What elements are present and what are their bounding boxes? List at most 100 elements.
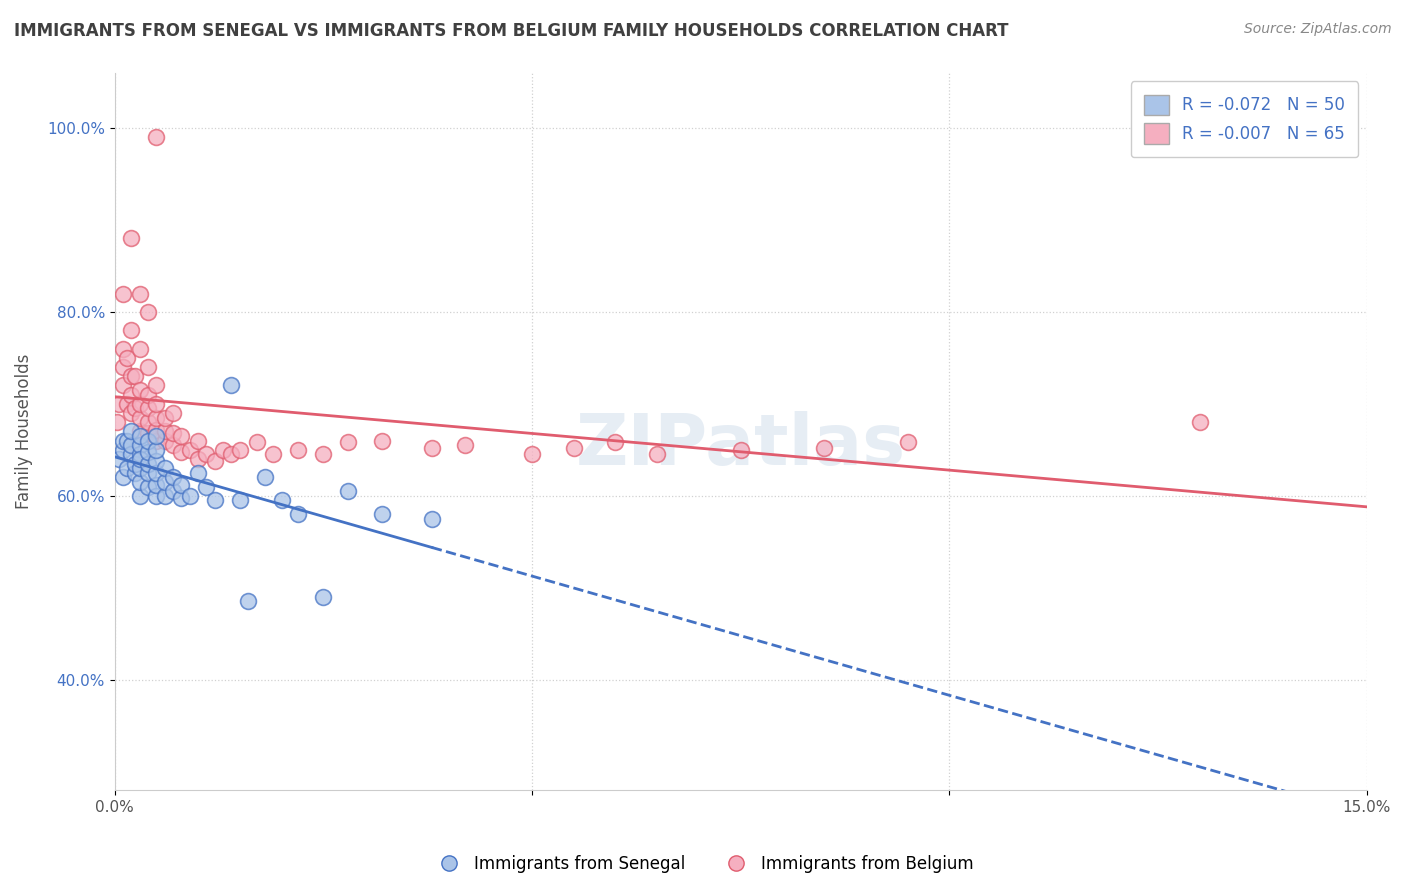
Point (115, 461, 138, 475)
Point (153, 475, 176, 489)
Point (136, 401, 159, 416)
Legend: Immigrants from Senegal, Immigrants from Belgium: Immigrants from Senegal, Immigrants from… (426, 848, 980, 880)
Point (107, 452, 129, 467)
Point (128, 452, 150, 467)
Point (120, 438, 142, 452)
Point (179, 489, 201, 503)
Point (262, 447, 284, 461)
Text: ZIPatlas: ZIPatlas (575, 411, 905, 480)
Point (204, 454, 226, 468)
Point (111, 434, 134, 448)
Point (120, 387, 142, 401)
Point (153, 410, 176, 425)
Point (136, 434, 159, 448)
Point (115, 434, 138, 448)
Point (111, 442, 134, 457)
Point (111, 360, 134, 375)
Point (645, 447, 668, 461)
Point (312, 447, 335, 461)
Point (287, 507, 309, 521)
Point (120, 406, 142, 420)
Point (136, 305, 159, 319)
Point (229, 493, 252, 508)
Point (253, 470, 276, 484)
Point (420, 512, 443, 526)
Point (195, 479, 218, 493)
Point (605, 435, 627, 450)
Point (128, 383, 150, 397)
Point (136, 466, 159, 480)
Point (170, 429, 193, 443)
Point (371, 434, 394, 448)
Point (107, 397, 129, 411)
Point (120, 447, 142, 461)
Point (813, 441, 835, 455)
Point (162, 484, 184, 499)
Point (145, 442, 167, 457)
Point (120, 323, 142, 337)
Point (136, 457, 159, 471)
Point (124, 369, 146, 384)
Point (162, 406, 184, 420)
Point (562, 441, 585, 455)
Point (287, 442, 309, 457)
Point (145, 489, 167, 503)
Point (115, 351, 138, 365)
Point (111, 470, 134, 484)
Point (179, 442, 201, 457)
Point (153, 425, 176, 439)
Point (162, 438, 184, 452)
Point (145, 410, 167, 425)
Point (162, 470, 184, 484)
Point (187, 434, 209, 448)
Point (145, 429, 167, 443)
Point (128, 475, 150, 489)
Point (128, 425, 150, 439)
Point (170, 444, 193, 458)
Point (128, 410, 150, 425)
Point (153, 434, 176, 448)
Point (145, 423, 167, 437)
Point (128, 438, 150, 452)
Point (111, 378, 134, 392)
Point (238, 594, 260, 608)
Point (145, 477, 167, 491)
Point (128, 342, 150, 356)
Point (120, 425, 142, 439)
Point (145, 466, 167, 480)
Point (187, 466, 209, 480)
Point (128, 397, 150, 411)
Point (145, 454, 167, 468)
Point (145, 130, 167, 145)
Point (221, 447, 243, 461)
Point (136, 426, 159, 441)
Point (897, 435, 920, 450)
Point (128, 489, 150, 503)
Point (420, 441, 443, 455)
Point (136, 360, 159, 375)
Point (120, 369, 142, 384)
Point (128, 286, 150, 301)
Point (128, 447, 150, 461)
Point (245, 435, 267, 450)
Point (136, 444, 159, 458)
Point (111, 342, 134, 356)
Point (730, 442, 752, 457)
Point (371, 507, 394, 521)
Y-axis label: Family Households: Family Households (15, 354, 32, 509)
Point (170, 477, 193, 491)
Point (115, 397, 138, 411)
Point (170, 491, 193, 505)
Point (124, 401, 146, 416)
Point (124, 466, 146, 480)
Point (1188, 415, 1211, 429)
Text: IMMIGRANTS FROM SENEGAL VS IMMIGRANTS FROM BELGIUM FAMILY HOUSEHOLDS CORRELATION: IMMIGRANTS FROM SENEGAL VS IMMIGRANTS FR… (14, 22, 1008, 40)
Point (145, 397, 167, 411)
Point (270, 493, 292, 508)
Point (212, 442, 235, 457)
Point (124, 457, 146, 471)
Point (204, 493, 226, 508)
Point (136, 387, 159, 401)
Point (153, 461, 176, 475)
Point (195, 447, 218, 461)
